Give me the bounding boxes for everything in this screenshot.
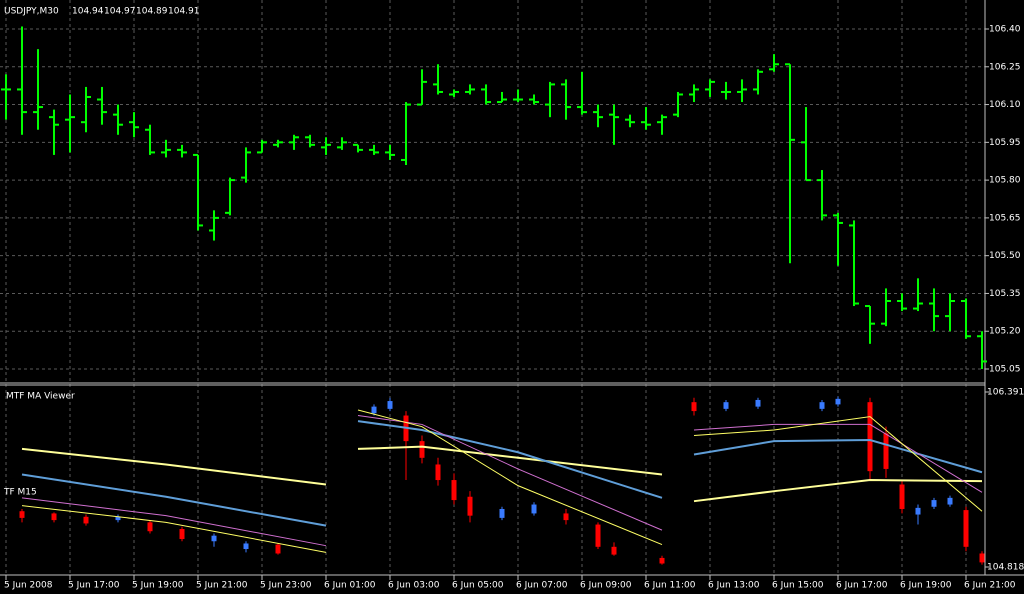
candle-body xyxy=(931,500,937,507)
candle-body xyxy=(419,441,425,458)
last-high: 104.97 xyxy=(104,7,136,17)
candle-body xyxy=(835,398,841,405)
x-tick-label: 6 Jun 15:00 xyxy=(772,581,824,591)
candle-body xyxy=(467,496,473,516)
y-tick-label: 105.20 xyxy=(989,327,1021,337)
x-tick-label: 5 Jun 2008 xyxy=(4,581,53,591)
x-tick-label: 6 Jun 03:00 xyxy=(388,581,440,591)
candle-body xyxy=(211,535,217,542)
candle-body xyxy=(371,406,377,414)
x-tick-label: 6 Jun 07:00 xyxy=(516,581,568,591)
candle-body xyxy=(115,516,121,521)
candle-body xyxy=(755,399,761,407)
candle-body xyxy=(723,402,729,409)
x-tick-label: 5 Jun 21:00 xyxy=(196,581,248,591)
y-tick-label: 105.05 xyxy=(989,365,1021,375)
candle-body xyxy=(659,557,665,564)
y-tick-label: 106.3915 xyxy=(987,388,1024,398)
candle-body xyxy=(563,513,569,521)
candle-body xyxy=(435,464,441,481)
symbol-title: USDJPY,M30 xyxy=(4,7,59,17)
x-tick-label: 6 Jun 21:00 xyxy=(964,581,1016,591)
last-low: 104.89 xyxy=(136,7,168,17)
candle-body xyxy=(387,401,393,409)
x-tick-label: 6 Jun 11:00 xyxy=(644,581,696,591)
candle-body xyxy=(243,543,249,550)
indicator-title: MTF MA Viewer xyxy=(6,392,75,402)
x-tick-label: 5 Jun 19:00 xyxy=(132,581,184,591)
ma-line xyxy=(21,409,983,553)
y-tick-label: 106.10 xyxy=(989,100,1021,110)
candle-body xyxy=(883,433,889,469)
x-tick-label: 6 Jun 09:00 xyxy=(580,581,632,591)
ma-line xyxy=(21,415,983,547)
y-tick-label: 104.8185 xyxy=(987,563,1024,573)
last-close: 104.91 xyxy=(168,7,200,17)
candle-body xyxy=(179,529,185,540)
candle-body xyxy=(611,546,617,555)
candle-body xyxy=(595,524,601,547)
timeframe-label: TF M15 xyxy=(3,488,37,498)
candle-body xyxy=(899,484,905,509)
ma-line xyxy=(21,445,983,503)
candle-body xyxy=(275,544,281,554)
candle-body xyxy=(819,402,825,409)
last-open: 104.94 xyxy=(72,7,104,17)
y-tick-label: 106.40 xyxy=(989,25,1021,35)
y-tick-label: 105.35 xyxy=(989,289,1021,299)
x-tick-label: 6 Jun 01:00 xyxy=(324,581,376,591)
y-tick-label: 105.95 xyxy=(989,138,1021,148)
y-tick-label: 105.50 xyxy=(989,251,1021,261)
candle-body xyxy=(499,508,505,518)
candle-body xyxy=(51,513,57,521)
candle-body xyxy=(19,511,25,518)
candle-body xyxy=(947,497,953,505)
candle-body xyxy=(691,402,697,412)
x-tick-label: 6 Jun 13:00 xyxy=(708,581,760,591)
x-tick-label: 6 Jun 05:00 xyxy=(452,581,504,591)
x-tick-label: 5 Jun 23:00 xyxy=(260,581,312,591)
candle-body xyxy=(83,516,89,524)
candle-body xyxy=(147,522,153,532)
y-tick-label: 106.25 xyxy=(989,62,1021,72)
x-tick-label: 5 Jun 17:00 xyxy=(68,581,120,591)
ma-line xyxy=(21,420,983,527)
y-tick-label: 105.80 xyxy=(989,176,1021,186)
candle-body xyxy=(915,507,921,515)
candle-body xyxy=(531,504,537,514)
x-tick-label: 6 Jun 17:00 xyxy=(836,581,888,591)
candle-body xyxy=(963,510,969,547)
candle-body xyxy=(867,402,873,472)
candle-body xyxy=(979,553,985,563)
y-tick-label: 105.65 xyxy=(989,213,1021,223)
grid-layer xyxy=(0,0,985,575)
x-tick-label: 6 Jun 19:00 xyxy=(900,581,952,591)
candle-body xyxy=(451,480,457,501)
